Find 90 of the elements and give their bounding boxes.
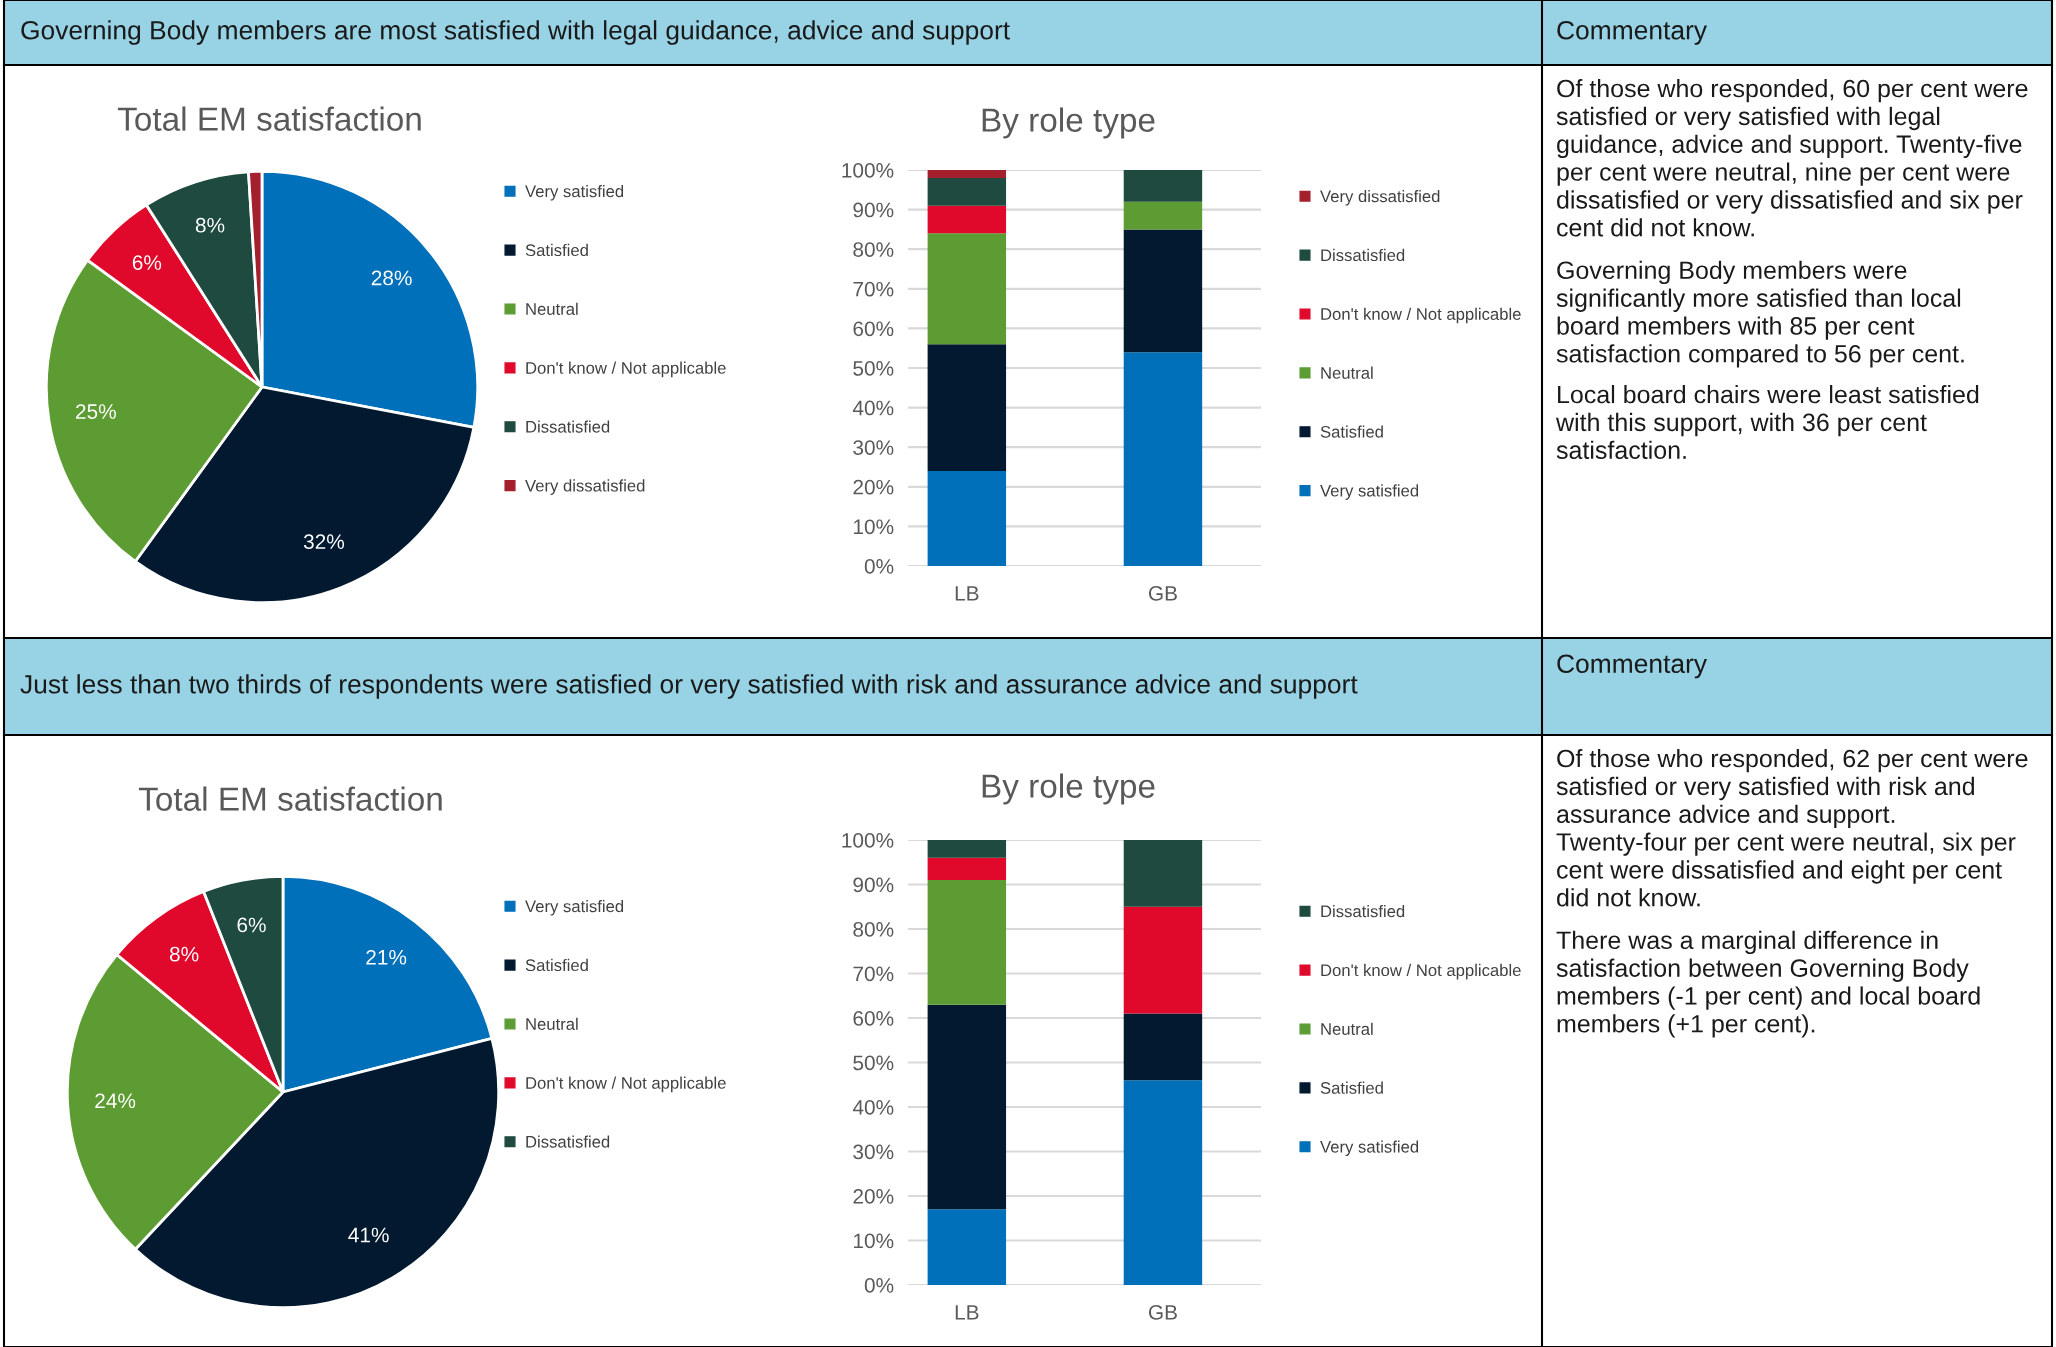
data-label: 8%: [169, 946, 199, 962]
legend-label: Very satisfied: [1320, 484, 1419, 500]
data-label: 41%: [348, 1227, 389, 1243]
y-tick-label: 80%: [853, 242, 894, 257]
text: Governing Body members were significantly more satisfied than local board members with 85 per cent satisfaction compared to 56 per cent.: [1556, 260, 1964, 368]
text: Of those who responded, 62 per cent were satisfied or very satisfied with risk and assurance advice and support. Twenty-four per cent were neutral, six per cent were dissatisfied and eight per cent did not know.: [1556, 749, 2028, 907]
y-tick-label: 70%: [853, 281, 894, 297]
y-tick-label: 90%: [853, 877, 894, 893]
y-tick-label: 10%: [854, 1233, 894, 1249]
legend-label: Dissatisfied: [526, 1135, 610, 1148]
legend-label: Very dissatisfied: [525, 479, 645, 495]
chart-title: By role type: [982, 773, 1155, 805]
bar: [1123, 229, 1203, 353]
legend-label: Don't know / Not applicable: [1321, 307, 1521, 324]
legend-label: Dissatisfied: [1321, 905, 1405, 918]
text: Local board chairs were least satisfied with this support, with 36 per cent satisfaction.: [1555, 385, 1979, 460]
bar: [927, 177, 1007, 206]
y-tick-label: 100%: [842, 163, 894, 178]
y-tick-label: 30%: [853, 1144, 894, 1160]
data-label: 8%: [195, 217, 225, 233]
x-tick-label: GB: [1148, 1304, 1177, 1320]
legend-label: Dissatisfied: [526, 420, 610, 433]
y-tick-label: 0%: [864, 1278, 894, 1293]
data-label: 21%: [366, 949, 407, 965]
bar: [1123, 170, 1203, 202]
bar: [927, 1004, 1007, 1210]
bar: [1123, 840, 1203, 907]
legend-label: Satisfied: [525, 958, 588, 972]
chart-title: By role type: [982, 107, 1155, 139]
y-tick-label: 50%: [853, 1055, 894, 1071]
text: Of those who responded, 60 per cent were satisfied or very satisfied with legal guidance, advice and support. Twenty-five per cent were neutral, nine per cent were dissatisfied or very dissatisfied and six per cent did not know.: [1556, 79, 2028, 237]
text: Governing Body members are most satisfied with legal guidance, advice and support: [21, 20, 1010, 45]
legend-label: Neutral: [1321, 366, 1373, 379]
text: There was a marginal difference in satisfaction between Governing Body members (-1 per cent) and local board members (+1 per cent).: [1556, 930, 1980, 1038]
legend-label: Neutral: [526, 302, 578, 315]
legend-label: Don't know / Not applicable: [526, 1076, 726, 1093]
legend-label: Very dissatisfied: [1320, 190, 1440, 206]
y-tick-label: 50%: [853, 361, 894, 376]
x-tick-label: LB: [955, 586, 979, 601]
y-tick-label: 70%: [853, 966, 894, 982]
bar: [927, 1209, 1007, 1285]
legend-label: Satisfied: [1320, 1081, 1383, 1094]
data-label: 6%: [132, 255, 162, 270]
data-label: 28%: [371, 270, 412, 286]
bar: [927, 857, 1007, 881]
y-tick-label: 100%: [842, 833, 894, 848]
legend-label: Satisfied: [1320, 425, 1383, 438]
bar: [927, 344, 1007, 471]
bar: [927, 840, 1007, 858]
y-tick-label: 40%: [852, 1100, 894, 1115]
legend-label: Very satisfied: [525, 185, 624, 201]
bar: [927, 880, 1007, 1005]
y-tick-label: 90%: [853, 202, 894, 218]
y-tick-label: 60%: [853, 321, 894, 337]
bar: [927, 233, 1007, 345]
y-tick-label: 30%: [853, 440, 894, 455]
x-tick-label: LB: [955, 1305, 979, 1320]
data-label: 24%: [95, 1093, 136, 1109]
bar: [1123, 201, 1203, 230]
bar: [1123, 1013, 1203, 1081]
bar: [927, 170, 1007, 178]
legend-label: Neutral: [1321, 1022, 1373, 1035]
y-tick-label: 10%: [854, 519, 894, 535]
y-tick-label: 20%: [853, 479, 894, 495]
y-tick-label: 0%: [864, 559, 894, 574]
legend-label: Satisfied: [525, 243, 588, 257]
data-label: 32%: [303, 534, 345, 550]
chart-title: Total EM satisfaction: [117, 106, 421, 131]
text: Commentary: [1557, 654, 1707, 679]
data-label: 25%: [76, 404, 116, 419]
legend-label: Neutral: [526, 1017, 578, 1030]
y-tick-label: 20%: [853, 1189, 894, 1204]
bar: [927, 470, 1007, 566]
x-tick-label: GB: [1148, 585, 1177, 601]
bar: [1123, 1080, 1203, 1285]
legend-label: Dissatisfied: [1321, 248, 1405, 262]
bar: [1123, 352, 1203, 566]
text: Commentary: [1557, 20, 1707, 45]
bar: [1123, 906, 1203, 1014]
y-tick-label: 60%: [853, 1011, 894, 1026]
legend-label: Very satisfied: [525, 900, 624, 916]
y-tick-label: 40%: [852, 400, 894, 416]
text: Just less than two thirds of respondents were satisfied or very satisfied with risk and assurance advice and support: [20, 674, 1358, 699]
y-tick-label: 80%: [853, 922, 894, 937]
legend-label: Don't know / Not applicable: [1321, 963, 1521, 980]
legend-label: Very satisfied: [1320, 1140, 1419, 1157]
data-label: 6%: [237, 917, 266, 933]
bar: [927, 205, 1007, 234]
legend-label: Don't know / Not applicable: [526, 361, 726, 378]
chart-title: Total EM satisfaction: [138, 786, 442, 811]
